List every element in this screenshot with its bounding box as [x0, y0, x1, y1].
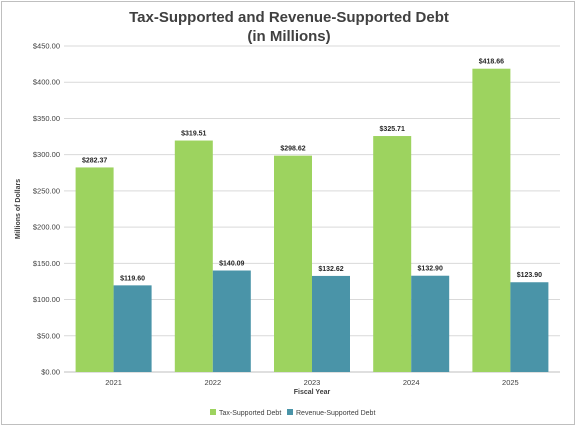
chart-title: Tax-Supported and Revenue-Supported Debt… [0, 8, 578, 46]
data-label: $282.37 [82, 157, 107, 164]
y-tick-label: $150.00 [33, 259, 60, 268]
y-tick-label: $400.00 [33, 78, 60, 87]
x-tick-label: 2023 [304, 378, 321, 387]
bar [212, 270, 251, 372]
y-tick-label: $50.00 [37, 331, 60, 340]
y-tick-label: $200.00 [33, 223, 60, 232]
y-tick-label: $350.00 [33, 114, 60, 123]
bar [274, 155, 312, 372]
x-axis-title: Fiscal Year [294, 389, 331, 396]
data-label: $140.09 [219, 261, 244, 268]
bar [113, 285, 152, 372]
y-tick-label: $100.00 [33, 295, 60, 304]
bar [174, 140, 213, 372]
data-label: $325.71 [380, 126, 405, 133]
legend-swatch-revenue [287, 409, 293, 415]
data-label: $132.90 [418, 266, 443, 273]
chart-title-line2: (in Millions) [247, 28, 331, 45]
chart-title-line1: Tax-Supported and Revenue-Supported Debt [129, 9, 449, 26]
data-label: $132.62 [318, 266, 343, 273]
y-axis-title: Millions of Dollars [15, 179, 22, 239]
bar [472, 68, 511, 372]
data-label: $123.90 [517, 272, 542, 279]
y-tick-label: $300.00 [33, 150, 60, 159]
data-label: $418.66 [479, 59, 504, 66]
x-tick-label: 2024 [403, 378, 420, 387]
y-tick-label: $250.00 [33, 186, 60, 195]
legend-label-tax: Tax-Supported Debt [219, 410, 281, 417]
bar [312, 275, 350, 372]
x-tick-label: 2022 [204, 378, 221, 387]
x-tick-label: 2021 [105, 378, 122, 387]
bar [411, 275, 450, 372]
y-tick-label: $0.00 [41, 368, 60, 377]
bar [373, 136, 412, 372]
x-tick-label: 2025 [502, 378, 519, 387]
data-label: $119.60 [120, 275, 145, 282]
data-label: $319.51 [181, 131, 206, 138]
bar [75, 167, 114, 372]
bar [510, 282, 549, 372]
legend-label-revenue: Revenue-Supported Debt [296, 410, 375, 417]
data-label: $298.62 [280, 146, 305, 153]
legend-swatch-tax [210, 409, 216, 415]
y-tick-label: $450.00 [33, 42, 60, 51]
